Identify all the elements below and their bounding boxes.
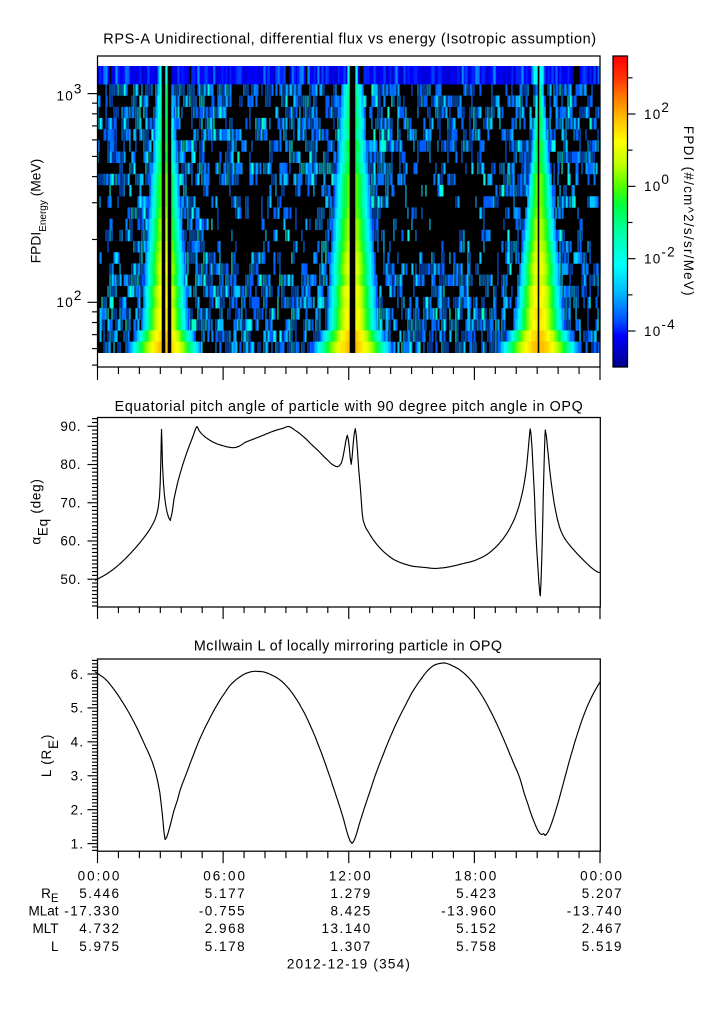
svg-text:50.: 50. [60, 572, 81, 587]
svg-text:3.: 3. [71, 769, 85, 784]
svg-text:60.: 60. [60, 534, 81, 549]
svg-text:1.: 1. [71, 836, 85, 851]
svg-text:5.178: 5.178 [205, 939, 246, 954]
svg-text:90.: 90. [60, 419, 81, 434]
svg-text:18:00: 18:00 [455, 868, 499, 883]
svg-text:McIlwain L of locally mirrorin: McIlwain L of locally mirroring particle… [194, 639, 503, 655]
svg-text:-17.330: -17.330 [64, 904, 120, 919]
svg-text:RPS-A Unidirectional, differen: RPS-A Unidirectional, differential flux … [103, 32, 596, 48]
svg-text:2.: 2. [71, 803, 85, 818]
svg-text:2.467: 2.467 [582, 921, 623, 936]
svg-text:12:00: 12:00 [329, 868, 373, 883]
svg-text:5.152: 5.152 [456, 921, 497, 936]
svg-text:2012-12-19 (354): 2012-12-19 (354) [287, 957, 411, 972]
svg-text:5.758: 5.758 [456, 939, 497, 954]
svg-text:06:00: 06:00 [203, 868, 247, 883]
svg-text:Equatorial pitch angle of part: Equatorial pitch angle of particle with … [115, 399, 584, 415]
svg-text:00:00: 00:00 [78, 868, 122, 883]
svg-text:4.: 4. [71, 735, 85, 750]
svg-text:70.: 70. [60, 496, 81, 511]
svg-text:2.968: 2.968 [205, 921, 246, 936]
svg-text:13.140: 13.140 [322, 921, 372, 936]
svg-text:5.423: 5.423 [456, 886, 497, 901]
svg-text:5.: 5. [71, 701, 85, 716]
svg-text:L: L [51, 939, 59, 954]
svg-text:-13.960: -13.960 [441, 904, 497, 919]
svg-text:MLT: MLT [33, 921, 59, 936]
svg-text:4.732: 4.732 [79, 921, 120, 936]
svg-text:5.207: 5.207 [582, 886, 623, 901]
svg-text:1.307: 1.307 [331, 939, 372, 954]
svg-text:-13.740: -13.740 [567, 904, 623, 919]
svg-text:5.446: 5.446 [79, 886, 120, 901]
svg-text:8.425: 8.425 [331, 904, 372, 919]
svg-text:-0.755: -0.755 [199, 904, 246, 919]
svg-text:5.975: 5.975 [79, 939, 120, 954]
svg-text:FPDI (#/cm^2/s/sr/MeV): FPDI (#/cm^2/s/sr/MeV) [681, 126, 696, 297]
svg-text:80.: 80. [60, 457, 81, 472]
svg-text:MLat: MLat [28, 904, 58, 919]
svg-text:6.: 6. [71, 667, 85, 682]
svg-text:5.177: 5.177 [205, 886, 246, 901]
svg-text:00:00: 00:00 [580, 868, 624, 883]
svg-text:1.279: 1.279 [331, 886, 372, 901]
svg-text:5.519: 5.519 [582, 939, 623, 954]
